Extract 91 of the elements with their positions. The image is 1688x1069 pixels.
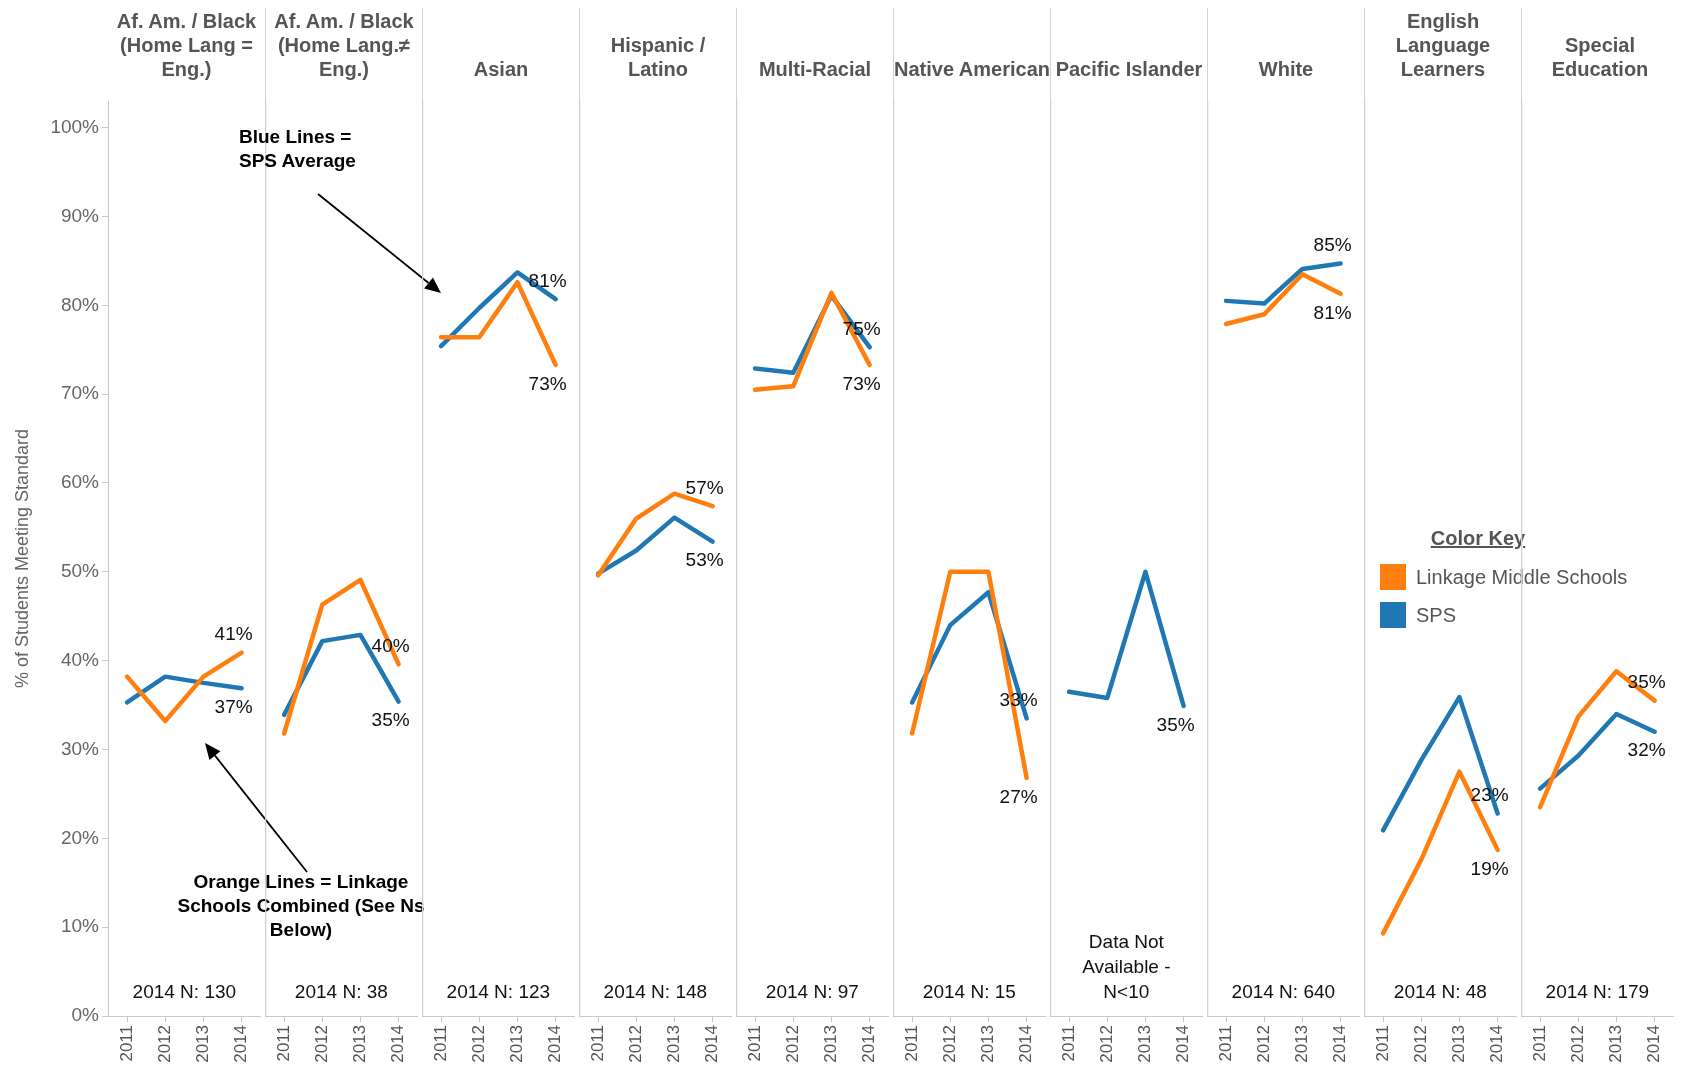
x-tick-label: 2013 bbox=[507, 1025, 527, 1063]
chart-title: Multi-Racial bbox=[758, 57, 872, 81]
x-tick-label: 2014 bbox=[388, 1025, 408, 1063]
data-label: 73% bbox=[842, 372, 881, 394]
x-tick-label: 2014 bbox=[702, 1025, 722, 1063]
x-tick-label: 2011 bbox=[1215, 1025, 1235, 1062]
x-tick-label: 2014 bbox=[545, 1025, 565, 1063]
y-tick-label: 30% bbox=[60, 737, 100, 759]
y-tick-label: 10% bbox=[60, 915, 100, 937]
annotation: 2014 N: 48 bbox=[1393, 981, 1487, 1002]
x-tick-label: 2014 bbox=[1016, 1025, 1036, 1063]
x-tick-label: 2014 bbox=[859, 1025, 879, 1063]
y-tick-label: 0% bbox=[71, 1004, 100, 1026]
chart-title: Af. Am. / Black (Home Lang = Eng.) bbox=[115, 9, 258, 81]
y-tick-label: 70% bbox=[60, 382, 100, 404]
x-tick-label: 2012 bbox=[1567, 1025, 1587, 1063]
x-tick-label: 2012 bbox=[1253, 1025, 1273, 1063]
x-tick-label: 2013 bbox=[821, 1025, 841, 1063]
data-label: 35% bbox=[1156, 713, 1195, 735]
x-tick-label: 2013 bbox=[664, 1025, 684, 1063]
y-tick-label: 50% bbox=[60, 560, 100, 582]
x-tick-label: 2011 bbox=[744, 1025, 764, 1062]
x-tick-label: 2013 bbox=[978, 1025, 998, 1063]
annotation: 2014 N: 38 bbox=[294, 981, 388, 1002]
chart-title: Special Education bbox=[1550, 33, 1650, 81]
chart-title: Hispanic / Latino bbox=[609, 33, 707, 81]
y-tick-label: 40% bbox=[60, 648, 100, 670]
legend-label: SPS bbox=[1416, 603, 1457, 627]
data-label: 37% bbox=[214, 695, 253, 717]
chart-title: Pacific Islander bbox=[1055, 57, 1203, 81]
chart-title: English Language Learners bbox=[1394, 9, 1492, 81]
x-tick-label: 2011 bbox=[1529, 1025, 1549, 1062]
annotation: Orange Lines = Linkage Schools Combined (See Ns Below) bbox=[176, 870, 426, 942]
data-label: 81% bbox=[1313, 301, 1352, 323]
x-tick-label: 2011 bbox=[901, 1025, 921, 1062]
x-tick-label: 2012 bbox=[1410, 1025, 1430, 1063]
x-tick-label: 2013 bbox=[193, 1025, 213, 1063]
annotation: 2014 N: 179 bbox=[1545, 981, 1650, 1002]
annotation: Blue Lines = SPS Average bbox=[239, 125, 357, 173]
data-label: 85% bbox=[1313, 234, 1352, 256]
y-tick-label: 80% bbox=[60, 293, 100, 315]
x-tick-label: 2012 bbox=[1096, 1025, 1116, 1063]
x-tick-label: 2014 bbox=[1487, 1025, 1507, 1063]
x-tick-label: 2014 bbox=[1330, 1025, 1350, 1063]
y-tick-label: 20% bbox=[60, 826, 100, 848]
x-tick-label: 2014 bbox=[1173, 1025, 1193, 1063]
data-label: 32% bbox=[1627, 739, 1666, 761]
annotation: Data Not Available - N<10 bbox=[1082, 931, 1171, 1002]
x-tick-label: 2011 bbox=[116, 1025, 136, 1062]
x-tick-label: 2013 bbox=[350, 1025, 370, 1063]
x-tick-label: 2011 bbox=[430, 1025, 450, 1062]
chart-title: Af. Am. / Black (Home Lang.≠ Eng.) bbox=[273, 9, 415, 81]
x-tick-label: 2011 bbox=[1372, 1025, 1392, 1062]
data-label: 53% bbox=[685, 549, 724, 571]
x-tick-label: 2013 bbox=[1135, 1025, 1155, 1063]
x-tick-label: 2012 bbox=[154, 1025, 174, 1063]
x-tick-label: 2012 bbox=[625, 1025, 645, 1063]
x-tick-label: 2014 bbox=[231, 1025, 251, 1063]
data-label: 57% bbox=[685, 476, 724, 498]
x-tick-label: 2013 bbox=[1292, 1025, 1312, 1063]
legend-label: Linkage Middle Schools bbox=[1416, 565, 1628, 589]
legend-title: Color Key bbox=[1429, 527, 1527, 550]
y-tick-label: 60% bbox=[60, 471, 100, 493]
annotation: 2014 N: 15 bbox=[922, 981, 1016, 1002]
x-tick-label: 2012 bbox=[311, 1025, 331, 1063]
y-axis-title: % of Students Meeting Standard bbox=[11, 428, 32, 689]
data-label: 81% bbox=[528, 269, 567, 291]
x-tick-label: 2013 bbox=[1449, 1025, 1469, 1063]
annotation: 2014 N: 640 bbox=[1231, 981, 1336, 1002]
y-tick-label: 100% bbox=[50, 115, 100, 137]
data-label: 35% bbox=[371, 709, 410, 731]
x-tick-label: 2012 bbox=[782, 1025, 802, 1063]
x-tick-label: 2014 bbox=[1644, 1025, 1664, 1063]
y-tick-label: 90% bbox=[60, 204, 100, 226]
data-label: 73% bbox=[528, 372, 567, 394]
annotation: 2014 N: 130 bbox=[132, 981, 237, 1002]
data-label: 41% bbox=[214, 623, 253, 645]
x-tick-label: 2011 bbox=[273, 1025, 293, 1062]
x-tick-label: 2012 bbox=[939, 1025, 959, 1063]
annotation: 2014 N: 97 bbox=[765, 981, 859, 1002]
data-label: 27% bbox=[999, 785, 1038, 807]
chart-title: White bbox=[1258, 57, 1314, 81]
data-label: 19% bbox=[1470, 857, 1509, 879]
x-tick-label: 2013 bbox=[1606, 1025, 1626, 1063]
chart-title: Native American bbox=[894, 57, 1050, 81]
annotation: 2014 N: 123 bbox=[446, 981, 551, 1002]
chart-title: Asian bbox=[473, 57, 529, 81]
x-tick-label: 2012 bbox=[468, 1025, 488, 1063]
annotation: 2014 N: 148 bbox=[603, 981, 708, 1002]
x-tick-label: 2011 bbox=[587, 1025, 607, 1062]
x-tick-label: 2011 bbox=[1058, 1025, 1078, 1062]
